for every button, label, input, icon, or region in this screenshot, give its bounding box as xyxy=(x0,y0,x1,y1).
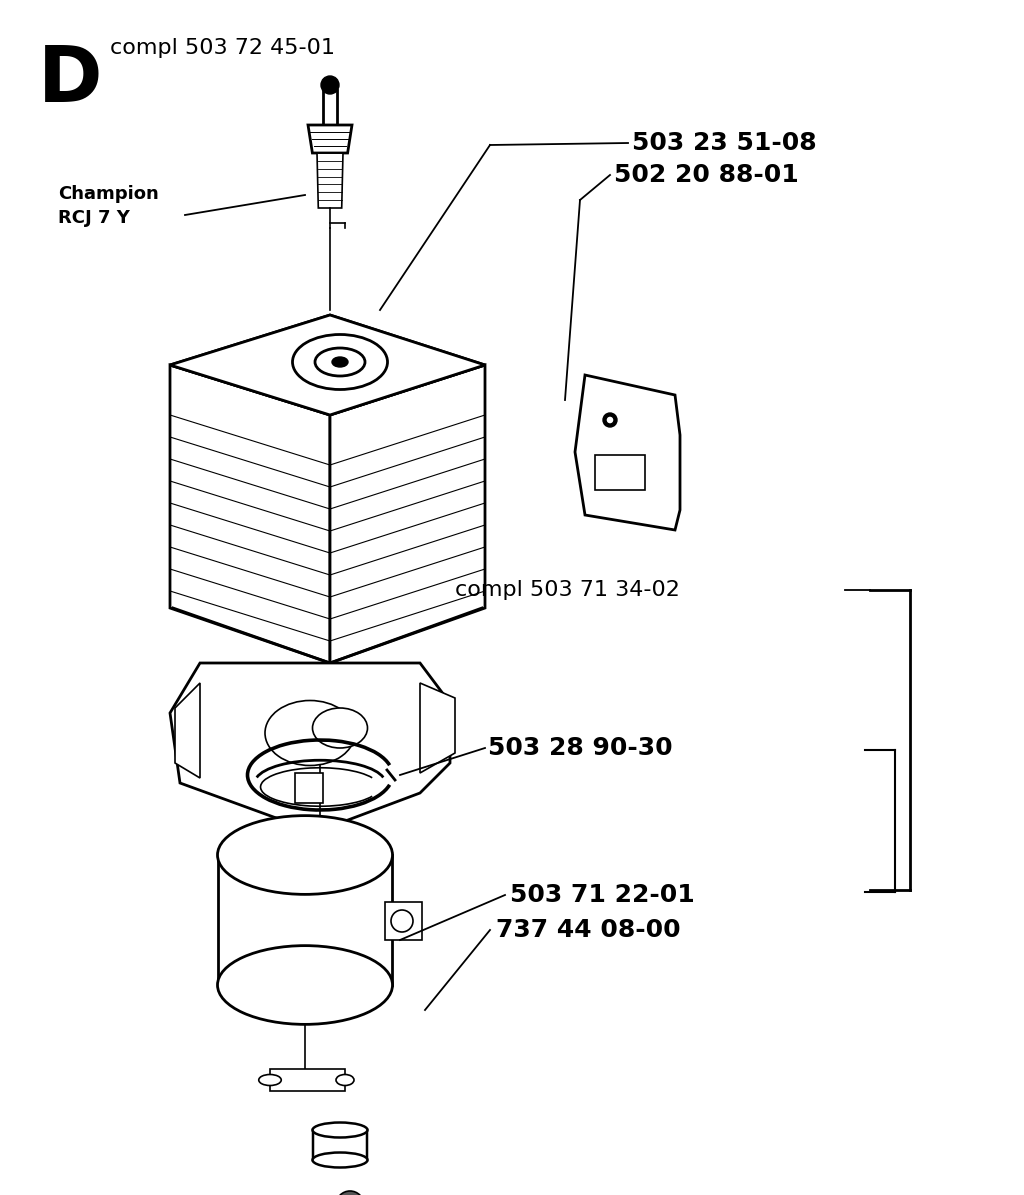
Polygon shape xyxy=(317,153,343,208)
Text: compl 503 72 45-01: compl 503 72 45-01 xyxy=(110,38,335,59)
Ellipse shape xyxy=(603,413,617,427)
Text: D: D xyxy=(38,42,102,118)
Polygon shape xyxy=(270,1070,345,1091)
Ellipse shape xyxy=(259,1074,282,1085)
Polygon shape xyxy=(323,90,337,125)
Text: Champion
RCJ 7 Y: Champion RCJ 7 Y xyxy=(58,185,159,227)
Text: 737 44 08-00: 737 44 08-00 xyxy=(496,918,681,942)
Ellipse shape xyxy=(265,700,355,766)
Ellipse shape xyxy=(606,416,614,424)
Ellipse shape xyxy=(321,76,339,94)
Polygon shape xyxy=(595,455,645,490)
Ellipse shape xyxy=(391,911,413,932)
Polygon shape xyxy=(330,364,485,663)
Ellipse shape xyxy=(312,707,368,748)
Ellipse shape xyxy=(312,1122,368,1138)
Polygon shape xyxy=(313,1130,367,1160)
Text: 502 20 88-01: 502 20 88-01 xyxy=(614,163,799,186)
Ellipse shape xyxy=(217,945,392,1024)
Polygon shape xyxy=(170,364,330,663)
Text: 503 28 90-30: 503 28 90-30 xyxy=(488,736,673,760)
Ellipse shape xyxy=(217,816,392,894)
Ellipse shape xyxy=(293,335,387,390)
Polygon shape xyxy=(420,684,455,773)
Text: 503 23 51-08: 503 23 51-08 xyxy=(632,131,816,155)
Polygon shape xyxy=(308,125,352,153)
Text: 503 71 22-01: 503 71 22-01 xyxy=(510,883,694,907)
Polygon shape xyxy=(175,684,200,778)
Ellipse shape xyxy=(336,1191,364,1195)
Ellipse shape xyxy=(293,335,387,390)
Ellipse shape xyxy=(315,348,365,376)
Polygon shape xyxy=(575,375,680,531)
Polygon shape xyxy=(385,902,422,940)
Polygon shape xyxy=(170,315,485,415)
Ellipse shape xyxy=(332,357,348,367)
Polygon shape xyxy=(170,315,485,415)
Text: compl 503 71 34-02: compl 503 71 34-02 xyxy=(455,580,680,600)
Ellipse shape xyxy=(315,348,365,376)
Ellipse shape xyxy=(332,357,348,367)
Ellipse shape xyxy=(312,1152,368,1168)
Polygon shape xyxy=(170,663,450,823)
Polygon shape xyxy=(295,773,323,803)
Ellipse shape xyxy=(336,1074,354,1085)
